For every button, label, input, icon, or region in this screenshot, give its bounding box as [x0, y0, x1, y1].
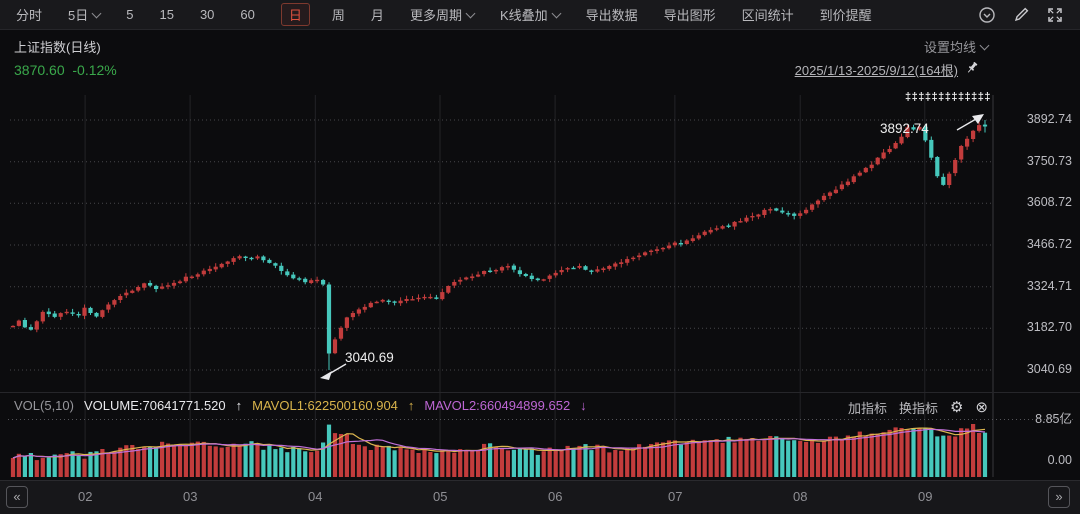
button-price-alert[interactable]: 到价提醒: [819, 8, 872, 23]
tab-daily[interactable]: 日: [280, 3, 310, 26]
high-annotation: 3892.74: [880, 121, 929, 136]
y-axis-label: 3892.74: [1026, 112, 1072, 126]
tab-weekly[interactable]: 周: [331, 8, 345, 23]
month-label: 02: [78, 489, 93, 504]
signal-marker-row: ‡‡‡‡‡‡‡‡‡‡‡‡‡: [905, 91, 992, 103]
volume-axis-max: 8.85亿: [1035, 412, 1072, 426]
chevron-down-icon: [465, 8, 476, 18]
add-indicator-button[interactable]: 加指标: [847, 401, 887, 416]
y-axis-label: 3608.72: [1026, 195, 1072, 209]
ma-settings-button[interactable]: 设置均线: [924, 37, 990, 56]
tab-15min[interactable]: 15: [159, 7, 174, 22]
last-price-readout: 3870.60 -0.12%: [14, 62, 117, 78]
y-axis-label: 3040.69: [1026, 362, 1072, 376]
instrument-title: 上证指数(日线): [14, 40, 101, 55]
main-chart-canvas[interactable]: [0, 85, 994, 480]
y-axis-label: 3750.73: [1026, 154, 1072, 168]
gear-icon[interactable]: ⚙: [949, 399, 964, 416]
month-label: 08: [793, 489, 808, 504]
mavol2-direction-arrow: ↓: [580, 398, 587, 413]
menu-kline-overlay[interactable]: K线叠加: [500, 5, 562, 24]
last-price: 3870.60: [14, 62, 65, 78]
month-label: 09: [918, 489, 933, 504]
brush-tool-icon[interactable]: [1012, 6, 1030, 24]
month-label: 06: [548, 489, 563, 504]
button-range-statistics[interactable]: 区间统计: [741, 8, 794, 23]
volume-axis-min: 0.00: [1047, 453, 1072, 467]
top-toolbar: 分时 5日 5 15 30 60 日 周 月 更多周期 K线叠加 导出数据 导出…: [0, 0, 1080, 30]
close-pane-icon[interactable]: ⊗: [975, 399, 988, 416]
month-label: 04: [308, 489, 323, 504]
pin-icon[interactable]: [965, 60, 980, 80]
month-label: 07: [668, 489, 683, 504]
volume-indicator-header: VOL(5,10) VOLUME:70641771.520 ↑ MAVOL1:6…: [14, 398, 587, 413]
volume-value: VOLUME:70641771.520: [83, 398, 226, 413]
chevron-down-icon: [551, 8, 562, 18]
indicator-name[interactable]: VOL(5,10): [14, 398, 74, 413]
mavol1-value: MAVOL1:622500160.904: [252, 398, 398, 413]
volume-direction-arrow: ↑: [235, 398, 243, 413]
history-dropdown-icon[interactable]: [978, 6, 996, 24]
tab-minute[interactable]: 分时: [16, 8, 43, 23]
date-range-link[interactable]: 2025/1/13-2025/9/12(164根): [794, 63, 958, 78]
tab-5min[interactable]: 5: [126, 7, 134, 22]
scroll-right-button[interactable]: »: [1048, 486, 1070, 508]
chevron-down-icon: [979, 40, 990, 50]
tab-60min[interactable]: 60: [240, 7, 255, 22]
scroll-left-button[interactable]: «: [6, 486, 28, 508]
y-axis-label: 3182.70: [1026, 320, 1072, 334]
fullscreen-icon[interactable]: [1046, 6, 1064, 24]
mavol1-direction-arrow: ↑: [407, 398, 415, 413]
y-axis-label: 3466.72: [1026, 237, 1072, 251]
change-percent: -0.12%: [72, 62, 117, 78]
switch-indicator-button[interactable]: 换指标: [898, 401, 938, 416]
volume-pane-actions: 加指标 换指标 ⚙ ⊗: [848, 398, 988, 417]
menu-more-periods[interactable]: 更多周期: [410, 5, 476, 24]
time-axis: « » 02 03 04 05 06 07 08 09: [0, 480, 1080, 514]
tab-monthly[interactable]: 月: [370, 8, 384, 23]
month-label: 05: [433, 489, 448, 504]
month-label: 03: [183, 489, 198, 504]
button-export-image[interactable]: 导出图形: [663, 8, 716, 23]
low-annotation: 3040.69: [345, 350, 394, 365]
mavol2-value: MAVOL2:660494899.652: [424, 398, 571, 413]
tab-30min[interactable]: 30: [199, 7, 215, 22]
y-axis-label: 3324.71: [1026, 279, 1072, 293]
button-export-data[interactable]: 导出数据: [585, 8, 638, 23]
tab-5day[interactable]: 5日: [68, 5, 102, 24]
chevron-down-icon: [91, 8, 102, 18]
